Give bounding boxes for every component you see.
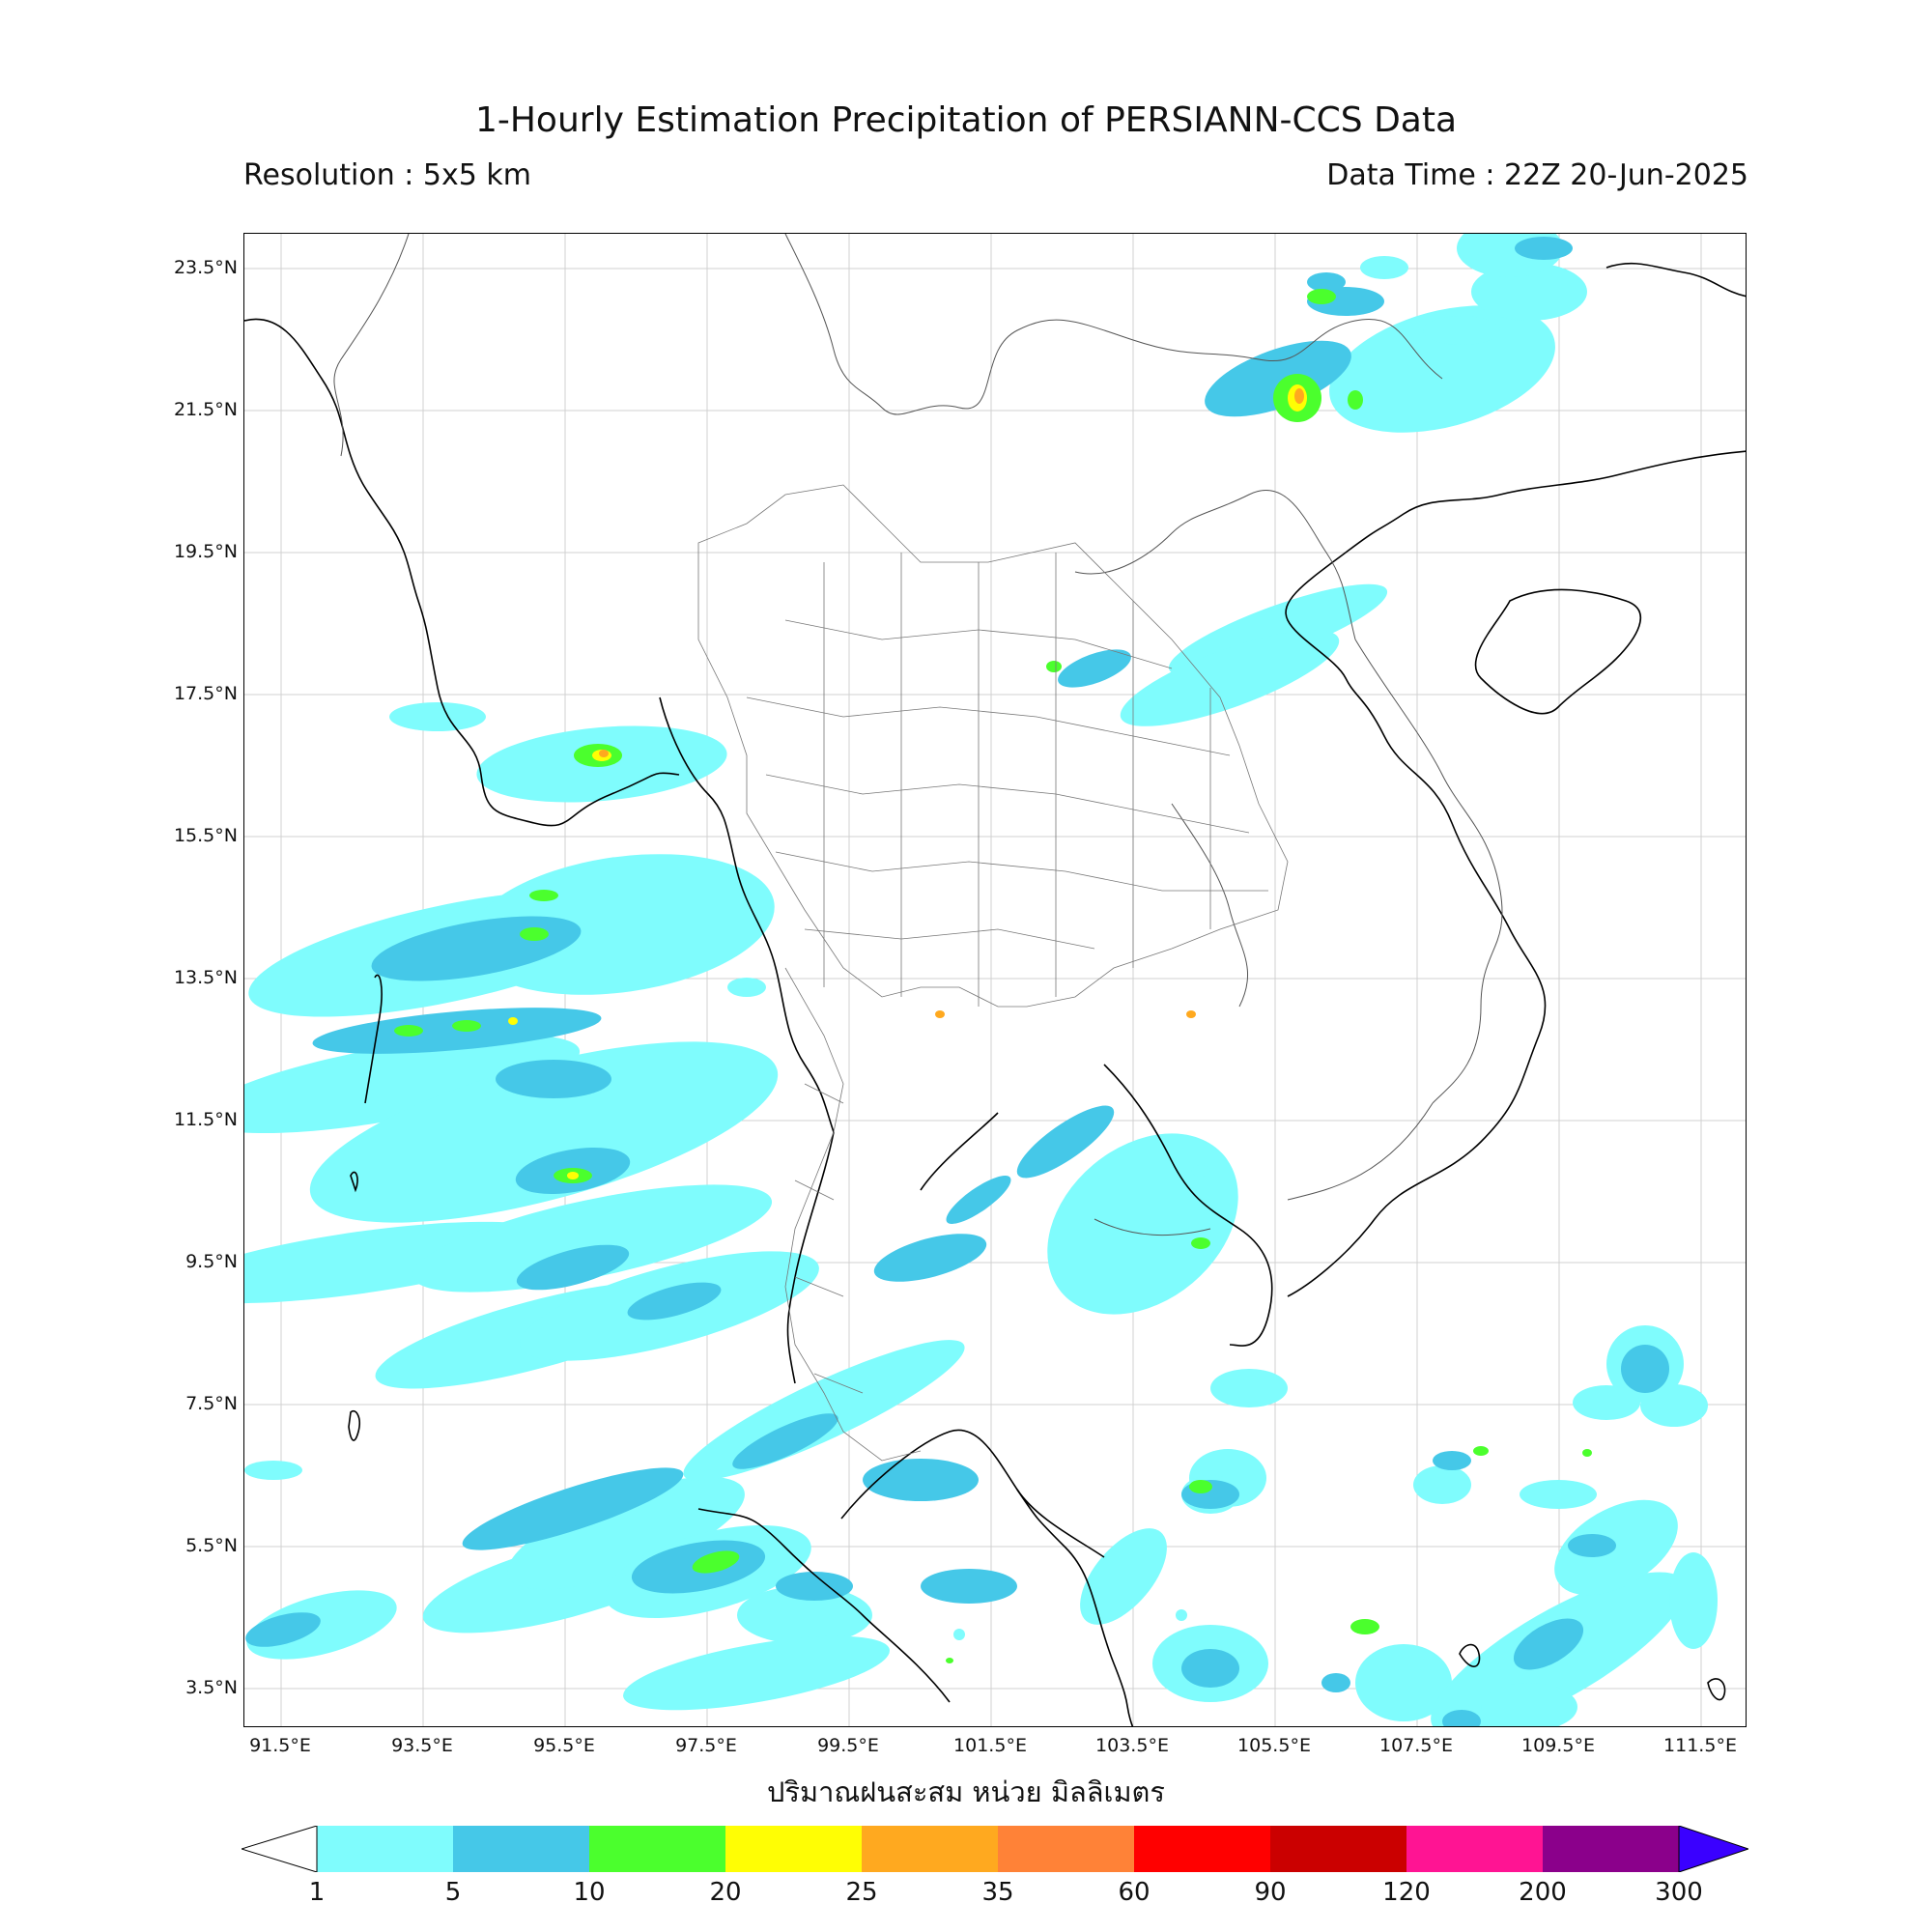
country-borders: [333, 234, 1503, 1236]
colorbar-under-triangle: [242, 1826, 318, 1872]
lat-label: 23.5°N: [173, 257, 238, 278]
lon-label: 103.5°E: [1095, 1735, 1169, 1756]
map-title: 1-Hourly Estimation Precipitation of PER…: [474, 100, 1458, 140]
lon-label: 91.5°E: [249, 1735, 311, 1756]
lat-label: 5.5°N: [185, 1535, 238, 1556]
colorbar-tick-label: 25: [845, 1878, 878, 1907]
lat-label: 15.5°N: [173, 825, 238, 846]
colorbar-tick-label: 35: [981, 1878, 1014, 1907]
lat-label: 21.5°N: [173, 399, 238, 420]
colorbar-tick-label: 200: [1519, 1878, 1567, 1907]
lat-label: 3.5°N: [185, 1677, 238, 1698]
thailand-district-lines: [697, 484, 1289, 1462]
colorbar-cell: [862, 1826, 998, 1872]
colorbar-cell: [589, 1826, 725, 1872]
lat-label: 7.5°N: [185, 1393, 238, 1414]
lon-label: 95.5°E: [533, 1735, 595, 1756]
colorbar-cell: [998, 1826, 1134, 1872]
lat-label: 19.5°N: [173, 541, 238, 562]
colorbar-tick-label: 1: [308, 1878, 326, 1907]
lon-label: 101.5°E: [953, 1735, 1027, 1756]
unit-label: ปริมาณฝนสะสม หน่วย มิลลิเมตร: [767, 1776, 1165, 1808]
colorbar-cell: [1543, 1826, 1679, 1872]
lat-label: 13.5°N: [173, 967, 238, 988]
colorbar-tick-label: 20: [709, 1878, 742, 1907]
rain-light: [244, 234, 1718, 1726]
colorbar-cells: [317, 1826, 1679, 1872]
lon-label: 97.5°E: [675, 1735, 737, 1756]
colorbar-cell: [725, 1826, 862, 1872]
lat-label: 9.5°N: [185, 1251, 238, 1272]
colorbar-tick-label: 300: [1655, 1878, 1703, 1907]
precipitation-map: [243, 233, 1747, 1727]
lon-label: 99.5°E: [817, 1735, 879, 1756]
lon-label: 109.5°E: [1521, 1735, 1595, 1756]
colorbar-tick-label: 60: [1118, 1878, 1151, 1907]
colorbar-tick-label: 120: [1382, 1878, 1431, 1907]
colorbar: [242, 1826, 1748, 1872]
resolution-label: Resolution : 5x5 km: [243, 158, 531, 192]
colorbar-cell: [1134, 1826, 1270, 1872]
rain-extreme: [599, 388, 1304, 1018]
map-canvas: [244, 234, 1746, 1726]
colorbar-cell: [1270, 1826, 1406, 1872]
lat-label: 17.5°N: [173, 683, 238, 704]
lon-label: 105.5°E: [1237, 1735, 1311, 1756]
coastlines: [244, 262, 1746, 1726]
colorbar-cell: [453, 1826, 589, 1872]
lat-label: 11.5°N: [173, 1109, 238, 1130]
lon-label: 107.5°E: [1379, 1735, 1453, 1756]
colorbar-tick-label: 10: [573, 1878, 606, 1907]
colorbar-cell: [317, 1826, 453, 1872]
colorbar-tick-label: 5: [444, 1878, 462, 1907]
colorbar-cell: [1406, 1826, 1543, 1872]
data-time-label: Data Time : 22Z 20-Jun-2025: [1326, 158, 1748, 192]
lon-label: 111.5°E: [1663, 1735, 1737, 1756]
colorbar-over-triangle: [1678, 1826, 1748, 1872]
colorbar-tick-label: 90: [1254, 1878, 1287, 1907]
lon-label: 93.5°E: [391, 1735, 453, 1756]
